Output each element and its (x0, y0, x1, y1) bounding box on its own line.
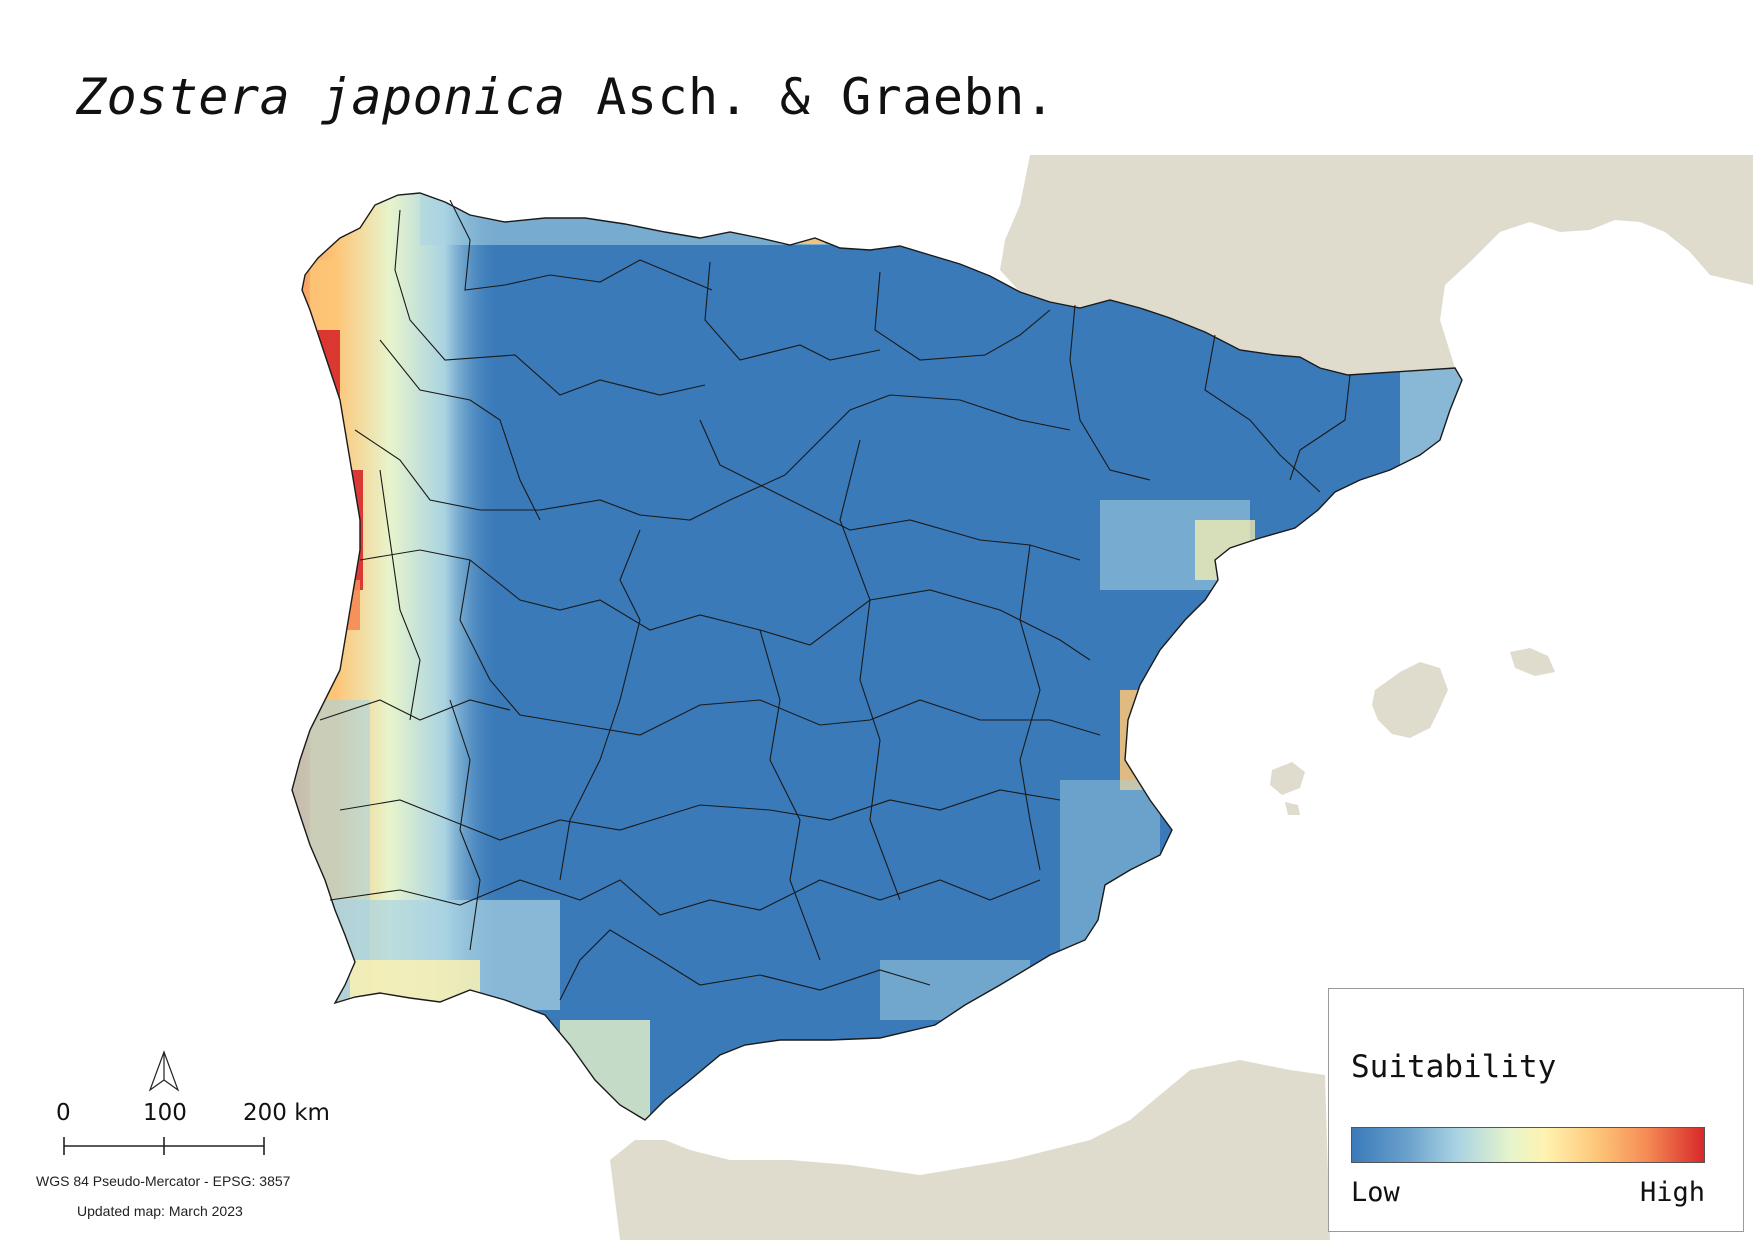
iberia-outline (291, 192, 1463, 1121)
africa-landmass (610, 1060, 1330, 1240)
background-land (610, 155, 1753, 1240)
legend-title: Suitability (1351, 1049, 1557, 1085)
france-landmass (1000, 155, 1753, 375)
menorca-island (1510, 648, 1555, 676)
legend-low-label: Low (1351, 1177, 1400, 1208)
ibiza-island (1270, 762, 1305, 795)
mallorca-island (1372, 662, 1448, 738)
map-title: Zostera japonica Asch. & Graebn. (76, 68, 1055, 126)
species-name: Zostera japonica (76, 68, 566, 126)
formentera-island (1285, 802, 1300, 815)
scale-tick-100: 100 (143, 1100, 187, 1126)
scale-tick-200: 200 km (243, 1100, 330, 1126)
legend-panel: Suitability Low High (1328, 988, 1744, 1232)
north-arrow-icon (148, 1050, 180, 1092)
species-author: Asch. & Graebn. (596, 68, 1056, 126)
legend-high-label: High (1639, 1177, 1705, 1208)
scale-bar (63, 1137, 265, 1155)
legend-color-ramp (1351, 1127, 1705, 1163)
updated-date-label: Updated map: March 2023 (77, 1203, 243, 1219)
province-boundaries (319, 199, 1351, 1001)
crs-label: WGS 84 Pseudo-Mercator - EPSG: 3857 (36, 1173, 291, 1189)
scale-tick-0: 0 (56, 1100, 71, 1126)
